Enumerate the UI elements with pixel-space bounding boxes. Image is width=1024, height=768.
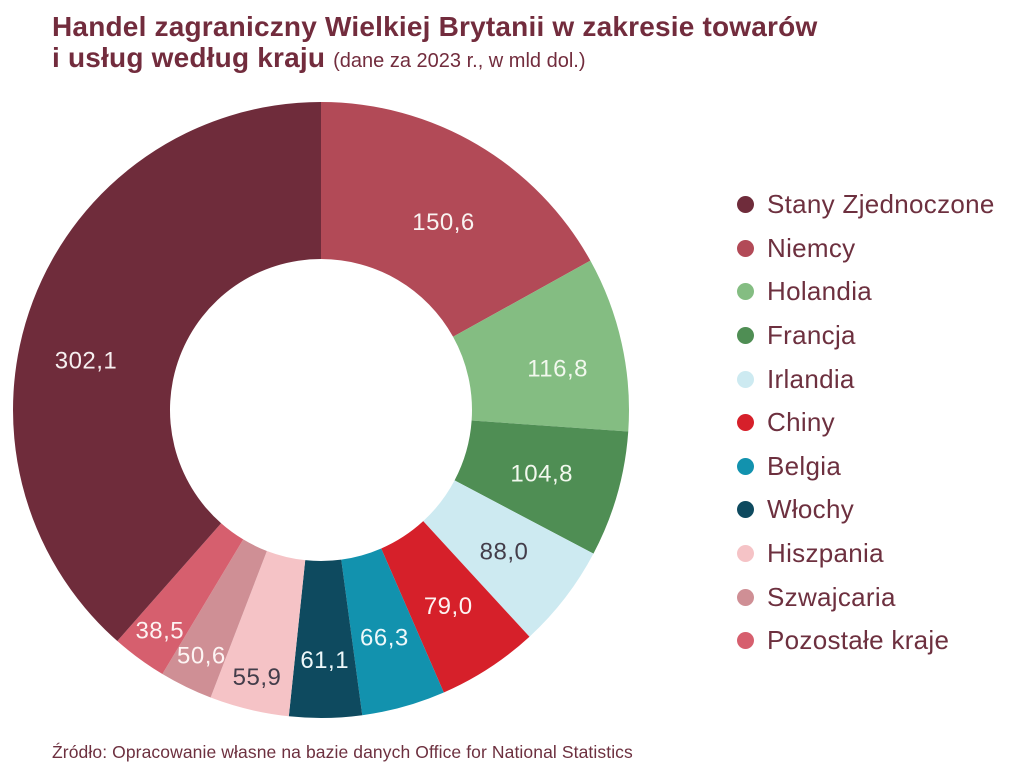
donut-slice-stany-zjednoczone [13,102,322,642]
legend-item-niemcy: Niemcy [737,227,995,271]
slice-value-label-pozostale-kraje: 38,5 [135,618,184,645]
donut-slice-belgia [341,548,444,716]
legend-label-francja: Francja [767,320,856,351]
slice-value-label-wlochy: 61,1 [300,647,349,674]
chart-title: Handel zagraniczny Wielkiej Brytanii w z… [52,11,817,77]
legend-label-stany-zjednoczone: Stany Zjednoczone [767,189,995,220]
donut-slice-holandia [453,260,629,432]
donut-slice-hiszpania [210,550,306,717]
legend-swatch-francja-icon [737,327,754,345]
donut-slice-niemcy [321,102,591,337]
legend-swatch-hiszpania-icon [737,545,754,563]
chart-title-line2: i usług według kraju [52,42,326,73]
slice-value-label-francja: 104,8 [510,460,573,487]
legend-label-holandia: Holandia [767,276,873,307]
slice-value-label-hiszpania: 55,9 [233,664,282,691]
legend-swatch-pozostale-kraje-icon [737,632,754,650]
slice-value-label-holandia: 116,8 [527,356,588,383]
legend-swatch-belgia-icon [737,457,754,475]
chart-title-line1: Handel zagraniczny Wielkiej Brytanii w z… [52,11,818,42]
legend-swatch-szwajcaria-icon [737,588,754,606]
donut-slice-wlochy [288,559,363,718]
legend-item-chiny: Chiny [737,401,995,445]
donut-slice-francja [454,420,629,554]
chart-legend: Stany Zjednoczone Niemcy Holandia Francja Ir… [737,183,995,663]
slice-value-label-szwajcaria: 50,6 [177,643,226,670]
legend-item-belgia: Belgia [737,445,995,489]
slice-value-label-chiny: 79,0 [424,593,473,620]
legend-swatch-stany-zjednoczone-icon [737,196,754,214]
legend-swatch-irlandia-icon [737,370,754,388]
slice-value-label-irlandia: 88,0 [480,538,529,565]
legend-swatch-niemcy-icon [737,239,754,257]
legend-item-szwajcaria: Szwajcaria [737,575,995,619]
legend-label-wlochy: Włochy [767,494,855,525]
legend-label-pozostale-kraje: Pozostałe kraje [767,625,950,656]
donut-slice-irlandia [423,480,594,637]
legend-item-francja: Francja [737,314,995,358]
legend-item-hiszpania: Hiszpania [737,532,995,576]
legend-item-pozostale-kraje: Pozostałe kraje [737,619,995,663]
legend-item-holandia: Holandia [737,270,995,314]
legend-label-hiszpania: Hiszpania [767,538,884,569]
donut-slice-chiny [381,521,530,693]
legend-label-belgia: Belgia [767,450,842,481]
chart-subtitle: (dane za 2023 r., w mld dol.) [333,50,586,72]
legend-swatch-chiny-icon [737,414,754,432]
legend-label-szwajcaria: Szwajcaria [767,581,896,612]
slice-value-label-belgia: 66,3 [360,625,409,652]
source-note: Źródło: Opracowanie własne na bazie dany… [52,742,633,762]
slice-value-label-stany-zjednoczone: 302,1 [55,348,118,375]
legend-item-irlandia: Irlandia [737,357,995,401]
legend-item-wlochy: Włochy [737,488,995,532]
donut-slice-szwajcaria [162,539,267,698]
legend-label-niemcy: Niemcy [767,232,856,263]
legend-label-irlandia: Irlandia [767,363,855,394]
legend-swatch-wlochy-icon [737,501,754,519]
legend-label-chiny: Chiny [767,407,835,438]
slice-value-label-niemcy: 150,6 [412,209,475,236]
legend-swatch-holandia-icon [737,283,754,301]
donut-slice-pozostale-kraje [117,523,244,675]
legend-item-stany-zjednoczone: Stany Zjednoczone [737,183,995,227]
